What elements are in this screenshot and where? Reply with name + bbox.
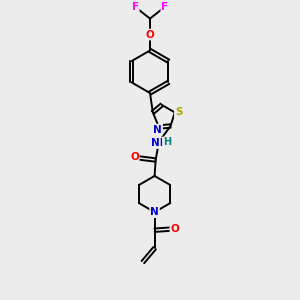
- Text: N: N: [150, 207, 159, 217]
- Text: F: F: [132, 2, 139, 12]
- Text: O: O: [170, 224, 179, 234]
- Text: O: O: [130, 152, 139, 163]
- Text: H: H: [163, 137, 171, 147]
- Text: F: F: [161, 2, 168, 12]
- Text: O: O: [146, 29, 154, 40]
- Text: N: N: [153, 124, 162, 135]
- Text: S: S: [175, 107, 182, 117]
- Text: NH: NH: [151, 138, 169, 148]
